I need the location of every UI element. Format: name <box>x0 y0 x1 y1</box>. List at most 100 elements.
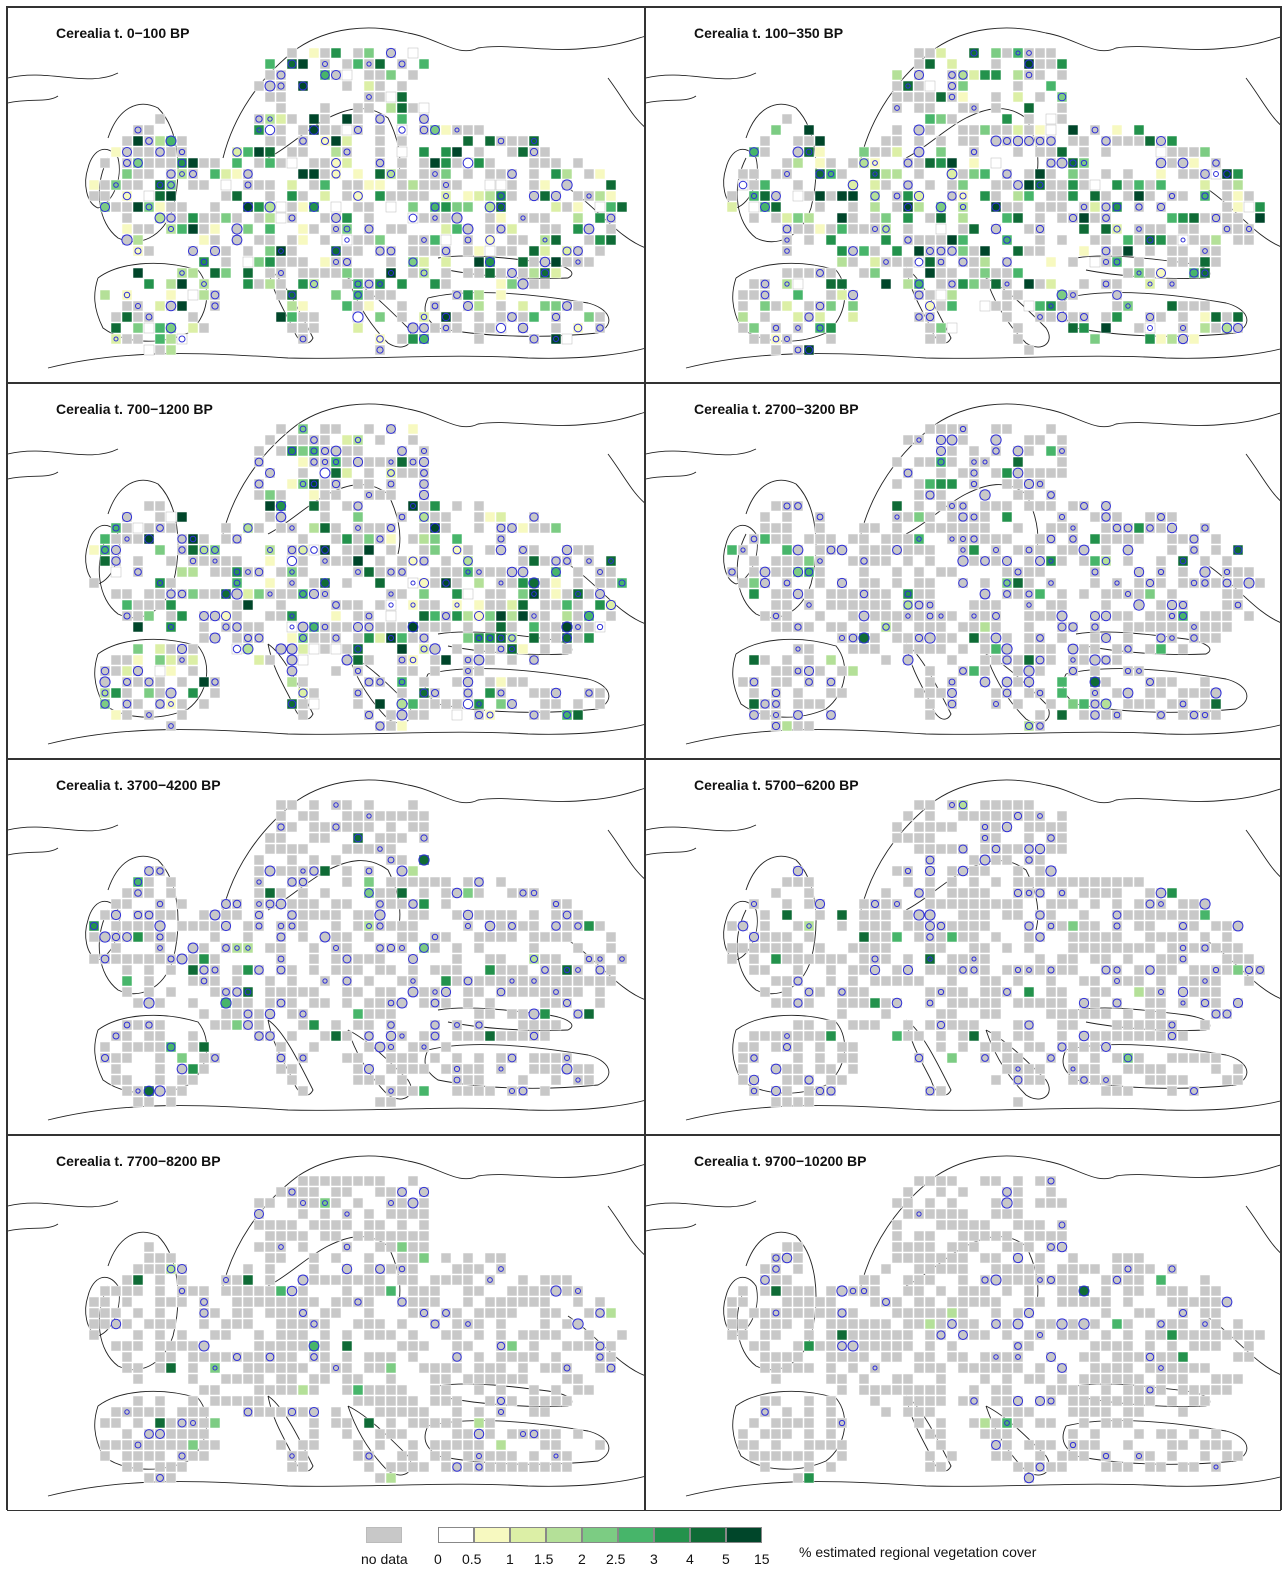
site-circle <box>473 610 485 622</box>
grid-cell <box>1012 799 1024 811</box>
site-circle <box>278 270 284 276</box>
grid-cell <box>990 157 1002 169</box>
grid-cell <box>264 58 276 70</box>
site-circle <box>387 568 395 576</box>
grid-cell <box>495 1063 507 1075</box>
grid-cell <box>198 555 210 567</box>
grid-cell <box>374 810 386 822</box>
grid-cell <box>891 69 903 81</box>
grid-cell <box>341 58 353 70</box>
grid-cell <box>275 964 287 976</box>
grid-cell <box>165 223 177 235</box>
site-circle <box>737 920 749 932</box>
grid-cell <box>968 544 980 556</box>
grid-cell <box>1177 533 1189 545</box>
grid-cell <box>968 223 980 235</box>
grid-cell <box>1012 80 1024 92</box>
grid-cell <box>484 632 496 644</box>
grid-cell <box>1078 311 1090 323</box>
grid-cell <box>143 500 155 512</box>
site-circle <box>1243 577 1255 589</box>
grid-cell <box>1012 887 1024 899</box>
grid-cell <box>198 588 210 600</box>
grid-cell <box>264 256 276 268</box>
grid-cell <box>1056 843 1068 855</box>
site-circle <box>176 953 188 965</box>
grid-cell <box>1023 986 1035 998</box>
grid-cell <box>968 124 980 136</box>
grid-cell <box>154 577 166 589</box>
grid-cell <box>1078 223 1090 235</box>
grid-cell <box>374 1274 386 1286</box>
site-circle <box>354 291 362 299</box>
site-circle <box>575 259 581 265</box>
grid-cell <box>374 522 386 534</box>
grid-cell <box>99 190 111 202</box>
grid-cell <box>1177 931 1189 943</box>
grid-cell <box>110 898 122 910</box>
grid-cell <box>121 676 133 688</box>
site-circle <box>1012 445 1024 457</box>
site-circle <box>388 1200 394 1206</box>
grid-cell <box>264 223 276 235</box>
site-circle <box>1222 1009 1232 1019</box>
site-circle <box>419 1308 429 1318</box>
grid-cell <box>770 344 782 356</box>
grid-cell <box>550 588 562 600</box>
grid-cell <box>1078 135 1090 147</box>
grid-cell <box>1122 1008 1134 1020</box>
grid-cell <box>506 179 518 191</box>
grid-cell <box>99 665 111 677</box>
grid-cell <box>99 687 111 699</box>
grid-cell <box>1001 423 1013 435</box>
grid-cell <box>1067 1052 1079 1064</box>
grid-cell <box>418 190 430 202</box>
site-circle <box>925 301 935 311</box>
grid-cell <box>275 1373 287 1385</box>
grid-cell <box>1166 511 1178 523</box>
grid-cell <box>209 986 221 998</box>
grid-cell <box>121 1074 133 1086</box>
grid-cell <box>286 876 298 888</box>
site-circle <box>1025 71 1033 79</box>
site-circle <box>759 566 771 578</box>
site-circle <box>495 322 507 334</box>
site-circle <box>551 312 561 322</box>
grid-cell <box>748 212 760 224</box>
grid-cell <box>1144 311 1156 323</box>
grid-cell <box>264 887 276 899</box>
grid-cell <box>308 909 320 921</box>
grid-cell <box>374 1008 386 1020</box>
grid-cell <box>319 489 331 501</box>
grid-cell <box>1034 876 1046 888</box>
grid-cell <box>1111 687 1123 699</box>
grid-cell <box>869 555 881 567</box>
site-circle <box>1234 601 1242 609</box>
grid-cell <box>396 1208 408 1220</box>
grid-cell <box>352 478 364 490</box>
grid-cell <box>495 289 507 301</box>
grid-cell <box>1045 146 1057 158</box>
site-circle <box>1180 1000 1186 1006</box>
grid-cell <box>374 434 386 446</box>
grid-cell <box>253 1296 265 1308</box>
grid-cell <box>297 467 309 479</box>
site-circle <box>232 622 242 632</box>
grid-cell <box>385 887 397 899</box>
grid-cell <box>473 577 485 589</box>
grid-cell <box>1001 687 1013 699</box>
site-circle <box>264 80 276 92</box>
grid-cell <box>1188 687 1200 699</box>
grid-cell <box>517 1351 529 1363</box>
site-circle <box>573 1009 583 1019</box>
site-circle <box>1212 159 1220 167</box>
grid-cell <box>594 1307 606 1319</box>
grid-cell <box>440 887 452 899</box>
grid-cell <box>396 1384 408 1396</box>
grid-cell <box>1089 698 1101 710</box>
grid-cell <box>396 102 408 114</box>
grid-cell <box>429 599 441 611</box>
grid-cell <box>242 942 254 954</box>
grid-cell <box>1067 322 1079 334</box>
grid-cell <box>506 986 518 998</box>
